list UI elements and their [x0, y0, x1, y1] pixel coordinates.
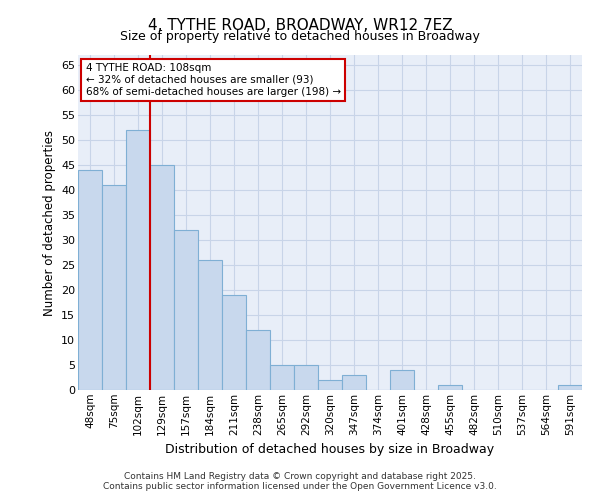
Text: Size of property relative to detached houses in Broadway: Size of property relative to detached ho…	[120, 30, 480, 43]
Bar	[102, 185, 126, 390]
Bar	[222, 295, 246, 390]
Text: 4, TYTHE ROAD, BROADWAY, WR12 7EZ: 4, TYTHE ROAD, BROADWAY, WR12 7EZ	[148, 18, 452, 32]
Bar	[246, 330, 270, 390]
Bar	[150, 165, 174, 390]
X-axis label: Distribution of detached houses by size in Broadway: Distribution of detached houses by size …	[166, 443, 494, 456]
Y-axis label: Number of detached properties: Number of detached properties	[43, 130, 56, 316]
Bar	[318, 380, 342, 390]
Bar	[270, 365, 294, 390]
Bar	[126, 130, 150, 390]
Bar	[438, 385, 462, 390]
Text: Contains HM Land Registry data © Crown copyright and database right 2025.
Contai: Contains HM Land Registry data © Crown c…	[103, 472, 497, 491]
Bar	[390, 370, 414, 390]
Bar	[198, 260, 222, 390]
Bar	[558, 385, 582, 390]
Bar	[294, 365, 318, 390]
Bar	[342, 375, 366, 390]
Bar	[78, 170, 102, 390]
Text: 4 TYTHE ROAD: 108sqm
← 32% of detached houses are smaller (93)
68% of semi-detac: 4 TYTHE ROAD: 108sqm ← 32% of detached h…	[86, 64, 341, 96]
Bar	[174, 230, 198, 390]
